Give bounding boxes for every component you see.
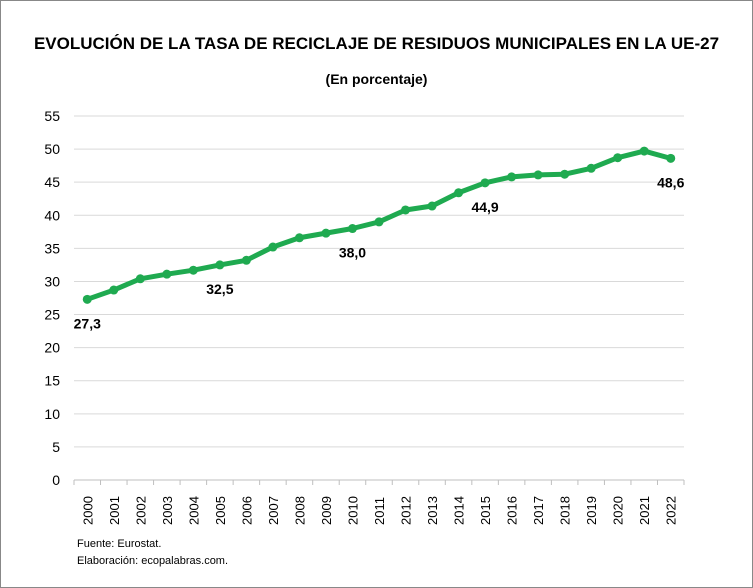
y-tick-label: 15 (44, 373, 60, 389)
data-label: 38,0 (339, 245, 366, 261)
y-tick-label: 20 (44, 340, 60, 356)
y-tick-label: 30 (44, 273, 60, 289)
data-label: 48,6 (657, 174, 684, 190)
data-point (321, 228, 331, 238)
x-tick-label: 2020 (611, 496, 626, 525)
data-point (401, 205, 411, 215)
y-tick-label: 50 (44, 141, 60, 157)
x-tick-label: 2015 (478, 496, 493, 525)
chart-title: EVOLUCIÓN DE LA TASA DE RECICLAJE DE RES… (33, 34, 720, 53)
data-point (241, 255, 251, 265)
data-point (454, 188, 464, 198)
data-label: 32,5 (206, 281, 233, 297)
x-tick-label: 2005 (213, 496, 228, 525)
y-tick-label: 25 (44, 307, 60, 323)
data-point (347, 224, 357, 234)
x-tick-label: 2000 (80, 496, 95, 525)
y-tick-label: 45 (44, 174, 60, 190)
data-label: 44,9 (471, 199, 498, 215)
data-point (294, 233, 304, 243)
data-point (639, 146, 649, 156)
data-point (109, 285, 119, 295)
x-tick-label: 2006 (239, 496, 254, 525)
y-tick-label: 0 (52, 472, 60, 488)
x-tick-label: 2016 (505, 496, 520, 525)
chart-subtitle: (En porcentaje) (325, 71, 428, 87)
data-point (374, 217, 384, 227)
x-tick-label: 2014 (452, 496, 467, 525)
y-tick-label: 40 (44, 207, 60, 223)
x-tick-label: 2022 (664, 496, 679, 525)
data-label: 27,3 (74, 315, 101, 331)
y-tick-label: 55 (44, 108, 60, 124)
data-point (427, 201, 437, 211)
x-tick-label: 2018 (558, 496, 573, 525)
data-point (162, 269, 172, 279)
data-point (560, 169, 570, 179)
x-tick-label: 2010 (345, 496, 360, 525)
x-tick-label: 2003 (160, 496, 175, 525)
data-point (613, 153, 623, 163)
data-point (135, 274, 145, 284)
data-point (82, 294, 92, 304)
data-point (480, 178, 490, 188)
y-tick-label: 10 (44, 406, 60, 422)
x-tick-label: 2009 (319, 496, 334, 525)
data-point (666, 153, 676, 163)
credit-note: Elaboración: ecopalabras.com. (77, 555, 229, 567)
data-point (215, 260, 225, 270)
x-tick-label: 2008 (292, 496, 307, 525)
data-point (533, 170, 543, 180)
x-tick-label: 2001 (107, 496, 122, 525)
x-tick-label: 2013 (425, 496, 440, 525)
source-note: Fuente: Eurostat. (77, 538, 162, 550)
x-tick-label: 2002 (133, 496, 148, 525)
x-tick-label: 2004 (186, 496, 201, 525)
x-tick-label: 2017 (531, 496, 546, 525)
y-tick-label: 5 (52, 439, 60, 455)
x-tick-label: 2021 (637, 496, 652, 525)
y-tick-label: 35 (44, 240, 60, 256)
x-tick-label: 2019 (584, 496, 599, 525)
data-point (268, 242, 278, 252)
data-point (188, 265, 198, 275)
data-point (586, 163, 596, 173)
x-tick-label: 2007 (266, 496, 281, 525)
x-tick-label: 2012 (399, 496, 414, 525)
data-point (507, 172, 517, 182)
x-tick-label: 2011 (372, 497, 387, 525)
